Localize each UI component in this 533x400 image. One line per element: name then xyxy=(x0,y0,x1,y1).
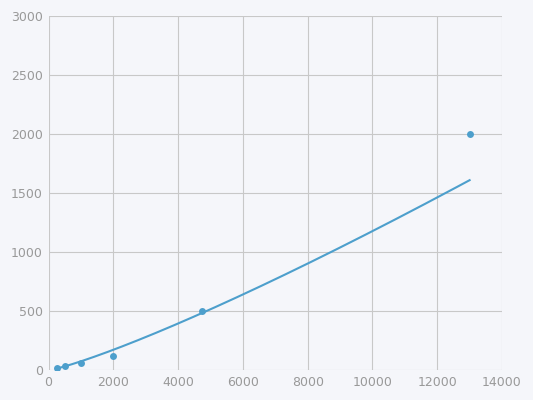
Point xyxy=(60,363,69,369)
Point xyxy=(52,365,61,372)
Point xyxy=(109,352,118,359)
Point xyxy=(198,308,207,314)
Point xyxy=(465,131,474,137)
Point xyxy=(77,360,85,366)
